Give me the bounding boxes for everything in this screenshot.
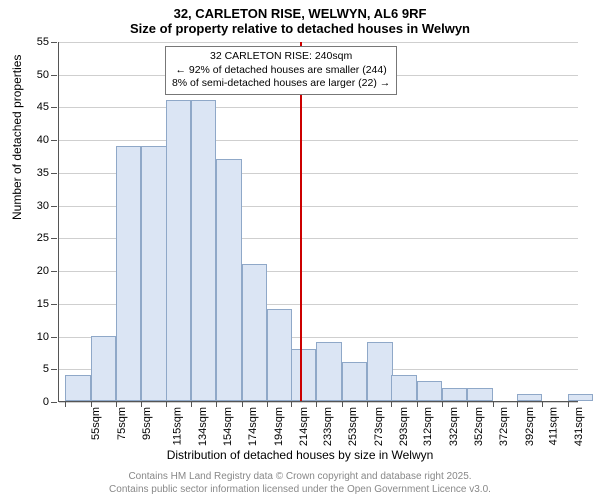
gridline [59,140,578,141]
x-tick-label: 115sqm [172,407,184,445]
x-tick-label: 411sqm [547,407,559,445]
gridline [59,402,578,403]
x-tick [191,401,192,407]
histogram-bar [267,309,292,401]
x-tick-label: 273sqm [373,407,385,446]
histogram-bar [467,388,492,401]
y-tick-label: 55 [37,36,59,48]
x-axis-label: Distribution of detached houses by size … [0,448,600,462]
footnote-line1: Contains HM Land Registry data © Crown c… [0,471,600,484]
histogram-bar [291,349,316,401]
x-tick-label: 253sqm [348,407,360,446]
y-tick-label: 50 [37,69,59,81]
x-tick-label: 332sqm [448,407,460,446]
x-tick [166,401,167,407]
x-tick [91,401,92,407]
histogram-bar [65,375,90,401]
property-size-chart: 32, CARLETON RISE, WELWYN, AL6 9RF Size … [0,0,600,500]
x-tick [116,401,117,407]
x-tick [493,401,494,407]
histogram-bar [342,362,367,401]
plot-area: 051015202530354045505555sqm75sqm95sqm115… [58,42,578,402]
x-tick [291,401,292,407]
attribution-footnote: Contains HM Land Registry data © Crown c… [0,471,600,496]
histogram-bar [91,336,116,401]
x-tick-label: 194sqm [273,407,285,446]
x-tick-label: 174sqm [247,407,259,446]
x-tick [316,401,317,407]
histogram-bar [116,146,141,401]
histogram-bar [391,375,416,401]
x-tick [242,401,243,407]
histogram-bar [191,100,216,401]
y-tick-label: 20 [37,265,59,277]
annotation-line2: ← 92% of detached houses are smaller (24… [172,64,390,78]
x-tick-label: 75sqm [116,407,128,440]
histogram-bar [417,381,442,401]
x-tick-label: 352sqm [473,407,485,446]
x-tick [467,401,468,407]
x-tick-label: 214sqm [298,407,310,446]
y-tick-label: 0 [43,396,59,408]
x-tick-label: 55sqm [90,407,102,440]
footnote-line2: Contains public sector information licen… [0,484,600,497]
x-tick [417,401,418,407]
x-tick [391,401,392,407]
x-tick-label: 312sqm [422,407,434,446]
x-tick-label: 134sqm [197,407,209,446]
histogram-bar [141,146,166,401]
x-tick-label: 154sqm [222,407,234,446]
y-tick-label: 10 [37,331,59,343]
y-tick-label: 15 [37,298,59,310]
x-tick [442,401,443,407]
histogram-bar [442,388,467,401]
histogram-bar [316,342,341,401]
gridline [59,107,578,108]
histogram-bar [367,342,392,401]
y-tick-label: 5 [43,363,59,375]
y-tick-label: 35 [37,167,59,179]
x-tick [141,401,142,407]
histogram-bar [242,264,267,401]
histogram-bar [166,100,191,401]
x-tick [568,401,569,407]
x-tick [267,401,268,407]
chart-title-desc: Size of property relative to detached ho… [0,21,600,36]
chart-title-address: 32, CARLETON RISE, WELWYN, AL6 9RF [0,6,600,21]
histogram-bar [517,394,542,401]
x-tick-label: 293sqm [398,407,410,446]
x-tick [517,401,518,407]
y-tick-label: 45 [37,101,59,113]
y-tick-label: 25 [37,232,59,244]
x-tick [367,401,368,407]
y-tick-label: 40 [37,134,59,146]
x-tick [65,401,66,407]
histogram-bar [568,394,593,401]
x-tick-label: 431sqm [573,407,585,446]
gridline [59,42,578,43]
annotation-line1: 32 CARLETON RISE: 240sqm [172,50,390,64]
x-tick [342,401,343,407]
x-tick-label: 95sqm [141,407,153,440]
chart-title-block: 32, CARLETON RISE, WELWYN, AL6 9RF Size … [0,0,600,36]
marker-annotation: 32 CARLETON RISE: 240sqm ← 92% of detach… [165,46,397,95]
histogram-bar [216,159,241,401]
annotation-line3: 8% of semi-detached houses are larger (2… [172,77,390,91]
y-tick-label: 30 [37,200,59,212]
x-tick [216,401,217,407]
x-tick [542,401,543,407]
property-marker-line [300,42,302,401]
x-tick-label: 233sqm [322,407,334,446]
x-tick-label: 372sqm [499,407,511,446]
y-axis-label: Number of detached properties [10,55,24,220]
x-tick-label: 392sqm [524,407,536,446]
